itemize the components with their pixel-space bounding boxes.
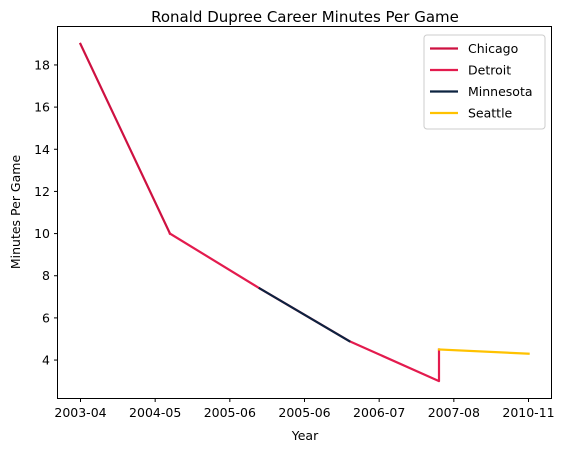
x-tick-label: 2005-06 [204,405,256,420]
series-line-0 [78,42,172,236]
y-axis-title: Minutes Per Game [8,155,23,270]
legend: Chicago Detroit Minnesota Seattle [423,34,546,130]
legend-label-0: Chicago [468,41,518,56]
x-tick-label: 2004-05 [129,405,181,420]
x-tick-label: 2010-11 [502,405,554,420]
x-tick-label: 2003-04 [54,405,106,420]
legend-label-2: Minnesota [468,84,533,99]
y-tick-label: 14 [34,142,50,157]
y-tick-label: 16 [34,100,50,115]
chart-title: Ronald Dupree Career Minutes Per Game [151,8,459,26]
x-tick-label: 2007-08 [428,405,480,420]
y-tick-label: 18 [34,57,50,72]
plot-lines [78,42,530,383]
legend-label-1: Detroit [468,63,511,78]
series-line-2 [258,286,351,343]
y-axis: 4 6 8 10 12 14 16 18 [34,57,58,368]
x-axis: 2003-04 2004-05 2005-06 2005-06 2006-07 2007-… [54,398,555,420]
y-tick-label: 8 [42,268,50,283]
y-tick-label: 6 [42,310,50,325]
series-line-3 [437,348,530,355]
x-axis-title: Year [291,428,319,443]
x-tick-label: 2005-06 [278,405,330,420]
legend-label-3: Seattle [468,106,513,121]
y-tick-label: 12 [34,184,50,199]
y-tick-label: 10 [34,226,50,241]
series-line-1 [168,232,441,383]
legend-box [423,34,546,130]
y-tick-label: 4 [42,353,50,368]
x-tick-label: 2006-07 [353,405,405,420]
